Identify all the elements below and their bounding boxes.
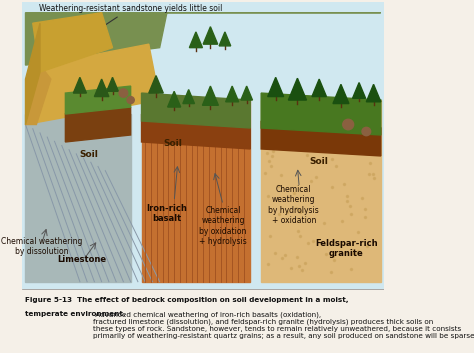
Polygon shape bbox=[183, 90, 194, 103]
Text: Weathering-resistant sandstone yields little soil: Weathering-resistant sandstone yields li… bbox=[39, 4, 222, 42]
FancyBboxPatch shape bbox=[22, 2, 384, 289]
Polygon shape bbox=[142, 93, 250, 128]
Text: temperate environment.: temperate environment. bbox=[26, 311, 126, 317]
Polygon shape bbox=[353, 83, 365, 98]
Text: Figure 5-13  The effect of bedrock composition on soil development in a moist,: Figure 5-13 The effect of bedrock compos… bbox=[26, 298, 349, 304]
Polygon shape bbox=[312, 79, 327, 97]
Polygon shape bbox=[149, 76, 163, 93]
Circle shape bbox=[362, 127, 371, 136]
Polygon shape bbox=[142, 100, 250, 282]
Text: Soil: Soil bbox=[310, 157, 328, 166]
Polygon shape bbox=[366, 84, 381, 102]
Polygon shape bbox=[333, 84, 349, 103]
Polygon shape bbox=[288, 78, 307, 100]
Polygon shape bbox=[202, 86, 219, 105]
Polygon shape bbox=[241, 86, 253, 100]
Circle shape bbox=[119, 89, 128, 97]
Polygon shape bbox=[190, 32, 202, 48]
Polygon shape bbox=[142, 114, 250, 149]
Polygon shape bbox=[94, 79, 109, 97]
Polygon shape bbox=[26, 44, 160, 125]
Polygon shape bbox=[26, 65, 51, 125]
Text: Feldspar-rich
granite: Feldspar-rich granite bbox=[315, 239, 378, 258]
Polygon shape bbox=[168, 91, 181, 107]
Text: Chemical
weathering
by hydrolysis
+ oxidation: Chemical weathering by hydrolysis + oxid… bbox=[268, 185, 319, 225]
Polygon shape bbox=[268, 77, 283, 97]
Polygon shape bbox=[33, 13, 112, 72]
Polygon shape bbox=[65, 107, 131, 142]
Polygon shape bbox=[226, 86, 239, 102]
Polygon shape bbox=[65, 86, 131, 114]
Text: Advanced chemical weathering of iron-rich basalts (oxidation),
fractured limesto: Advanced chemical weathering of iron-ric… bbox=[92, 311, 474, 340]
Polygon shape bbox=[261, 100, 381, 282]
Polygon shape bbox=[26, 23, 40, 125]
Text: Soil: Soil bbox=[80, 150, 99, 159]
Polygon shape bbox=[107, 77, 118, 91]
Polygon shape bbox=[219, 32, 231, 46]
Text: Limestone: Limestone bbox=[57, 255, 106, 264]
Polygon shape bbox=[73, 77, 86, 93]
Polygon shape bbox=[203, 27, 218, 44]
Circle shape bbox=[343, 119, 354, 130]
Polygon shape bbox=[26, 13, 381, 65]
Polygon shape bbox=[26, 114, 131, 282]
Text: Chemical
weathering
by oxidation
+ hydrolysis: Chemical weathering by oxidation + hydro… bbox=[199, 206, 247, 246]
Circle shape bbox=[127, 97, 134, 103]
Text: Soil: Soil bbox=[163, 139, 182, 148]
Text: Iron-rich
basalt: Iron-rich basalt bbox=[146, 204, 187, 223]
Polygon shape bbox=[261, 121, 381, 156]
Text: Chemical weathering
by dissolution: Chemical weathering by dissolution bbox=[1, 237, 82, 257]
Polygon shape bbox=[261, 93, 381, 135]
